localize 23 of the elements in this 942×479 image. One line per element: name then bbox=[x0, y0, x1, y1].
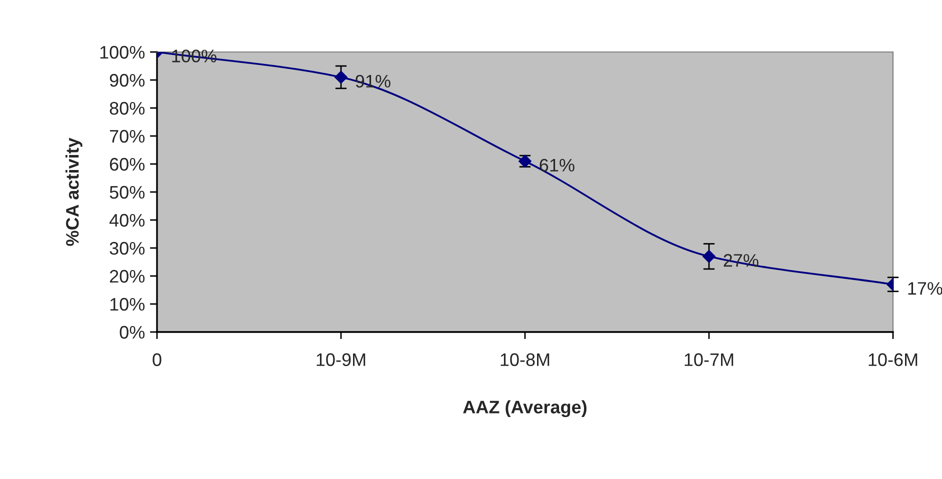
y-tick-label: 60% bbox=[110, 158, 145, 171]
x-tick-label: 10-9M bbox=[316, 353, 366, 366]
x-tick-label: 10-8M bbox=[500, 353, 550, 366]
y-tick-label: 0% bbox=[120, 326, 145, 339]
data-label: 61% bbox=[540, 158, 574, 172]
x-tick-label: 10-7M bbox=[684, 353, 734, 366]
y-tick-label: 10% bbox=[110, 298, 145, 311]
point bbox=[702, 250, 716, 263]
y-tick-label: 40% bbox=[109, 214, 145, 227]
data-label: 91% bbox=[356, 74, 390, 88]
x-axis-title: AAZ (Average) bbox=[463, 400, 586, 418]
x-tick-label: 0 bbox=[152, 353, 162, 366]
y-tick-label: 50% bbox=[110, 186, 145, 199]
x-tick-label: 10-6M bbox=[868, 353, 918, 366]
y-tick-label: 20% bbox=[110, 270, 145, 283]
point bbox=[334, 70, 348, 84]
y-tick-label: 100% bbox=[100, 46, 145, 59]
y-tick-label: 90% bbox=[110, 74, 145, 87]
data-label: 17% bbox=[908, 282, 942, 295]
y-axis-title: %CA activity bbox=[66, 138, 82, 246]
y-tick-label: 70% bbox=[110, 130, 145, 143]
y-tick-label: 80% bbox=[110, 102, 145, 115]
y-tick-label: 30% bbox=[110, 242, 145, 255]
